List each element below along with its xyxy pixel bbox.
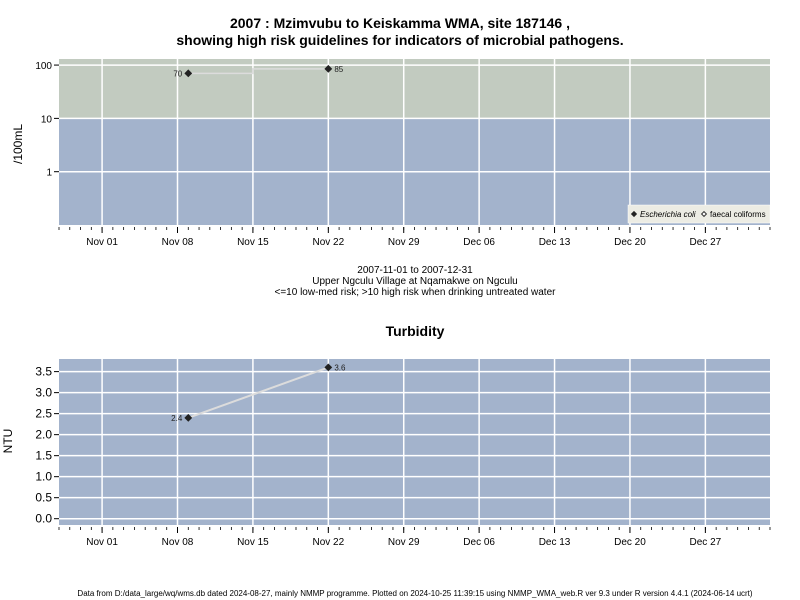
y-tick-label: 0.5 [35,491,52,505]
x-tick-label: Nov 08 [162,237,194,248]
x-tick-label: Dec 06 [463,237,495,248]
x-tick-label: Dec 13 [539,237,571,248]
microbial-chart: 1 10 100 Nov 01 Nov 08 Nov 15 Nov 22 Nov 29 Dec … [35,59,771,248]
x-tick-label: Nov 15 [237,537,269,548]
chart-title-line2: showing high risk guidelines for indicat… [176,32,624,48]
chart-title-line1: 2007 : Mzimvubu to Keiskamma WMA, site 1… [229,15,570,31]
x-tick-label: Dec 20 [614,237,646,248]
y-axis-label-turbidity: NTU [1,428,15,454]
y-tick-label: 100 [35,61,52,72]
y-tick-label: 2.5 [35,407,52,421]
x-tick-label: Nov 22 [312,537,344,548]
x-tick-label: Nov 01 [86,537,118,548]
x-tick-label: Dec 06 [463,537,495,548]
legend-entry: faecal coliforms [710,210,766,219]
y-tick-label: 1.5 [35,449,52,463]
x-tick-label: Nov 08 [162,537,194,548]
y-tick-label: 2.0 [35,428,52,442]
y-tick-label: 0.0 [35,512,52,526]
data-label: 3.6 [334,363,346,372]
caption-site: Upper Ngculu Village at Nqamakwe on Ngcu… [312,276,518,287]
data-label: 2.4 [171,414,183,423]
legend-marker-faecal [700,210,708,218]
x-tick-label: Dec 20 [614,537,646,548]
x-tick-label: Dec 27 [690,537,722,548]
series-line [187,366,329,419]
x-tick-label: Nov 29 [388,537,420,548]
y-tick-label: 3.5 [35,365,52,379]
y-tick-label: 1.0 [35,470,52,484]
legend-marker-ecoli [630,210,638,218]
data-label: 70 [173,69,182,78]
plot-background [59,359,770,525]
caption-guideline: <=10 low-med risk; >10 high risk when dr… [274,287,556,298]
risk-band-high [59,59,770,119]
data-point [324,363,333,372]
turbidity-chart: 0.0 0.5 1.0 1.5 2.0 2.5 3.0 3.5 Nov 01 Nov 08 Nov … [35,359,771,548]
y-tick-label: 1 [46,168,52,179]
x-tick-label: Nov 15 [237,237,269,248]
x-tick-label: Nov 29 [388,237,420,248]
x-tick-label: Dec 13 [539,537,571,548]
x-tick-label: Nov 01 [86,237,118,248]
y-tick-label: 10 [41,114,53,125]
data-point [184,69,193,78]
turbidity-title: Turbidity [385,323,445,339]
legend-box [627,204,771,224]
data-label: 85 [334,65,343,74]
series-line [188,68,329,75]
data-point [324,64,333,73]
data-point [184,413,193,422]
x-tick-label: Nov 22 [312,237,344,248]
y-tick-label: 3.0 [35,386,52,400]
legend-entry: Escherichia coli [640,210,696,219]
footer-note: Data from D:/data_large/wq/wms.db dated … [77,589,753,598]
caption-date-range: 2007-11-01 to 2007-12-31 [357,265,473,276]
x-tick-label: Dec 27 [690,237,722,248]
